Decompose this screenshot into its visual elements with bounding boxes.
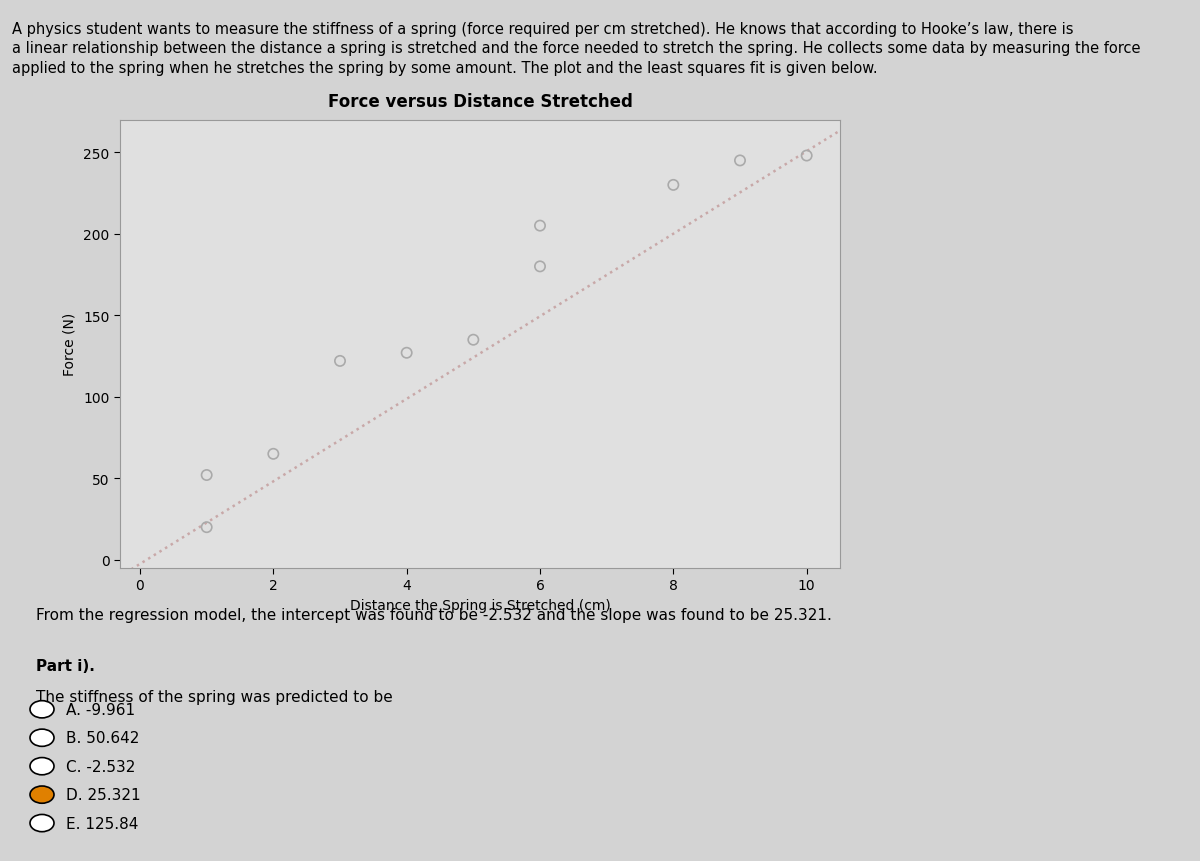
Point (197, 468, 216, 482)
Title: Force versus Distance Stretched: Force versus Distance Stretched (328, 93, 632, 111)
Text: C. -2.532: C. -2.532 (66, 759, 136, 774)
Point (530, 220, 550, 233)
Text: a linear relationship between the distance a spring is stretched and the force n: a linear relationship between the distan… (12, 41, 1140, 56)
Text: applied to the spring when he stretches the spring by some amount. The plot and : applied to the spring when he stretches … (12, 61, 877, 76)
Point (797, 150, 816, 164)
Point (264, 448, 283, 461)
Text: Part i).: Part i). (36, 659, 95, 673)
Text: The stiffness of the spring was predicted to be: The stiffness of the spring was predicte… (36, 689, 392, 703)
Point (197, 521, 216, 535)
Point (664, 179, 683, 193)
Text: E. 125.84: E. 125.84 (66, 815, 138, 831)
Text: A physics student wants to measure the stiffness of a spring (force required per: A physics student wants to measure the s… (12, 22, 1074, 36)
Text: D. 25.321: D. 25.321 (66, 787, 140, 802)
Point (731, 154, 750, 168)
X-axis label: Distance the Spring is Stretched (cm): Distance the Spring is Stretched (cm) (349, 598, 611, 612)
Point (530, 260, 550, 274)
Point (463, 333, 482, 347)
Y-axis label: Force (N): Force (N) (62, 313, 77, 376)
Point (397, 346, 416, 360)
Text: B. 50.642: B. 50.642 (66, 730, 139, 746)
Point (330, 355, 349, 369)
Text: From the regression model, the intercept was found to be -2.532 and the slope wa: From the regression model, the intercept… (36, 607, 832, 622)
Text: A. -9.961: A. -9.961 (66, 702, 136, 717)
